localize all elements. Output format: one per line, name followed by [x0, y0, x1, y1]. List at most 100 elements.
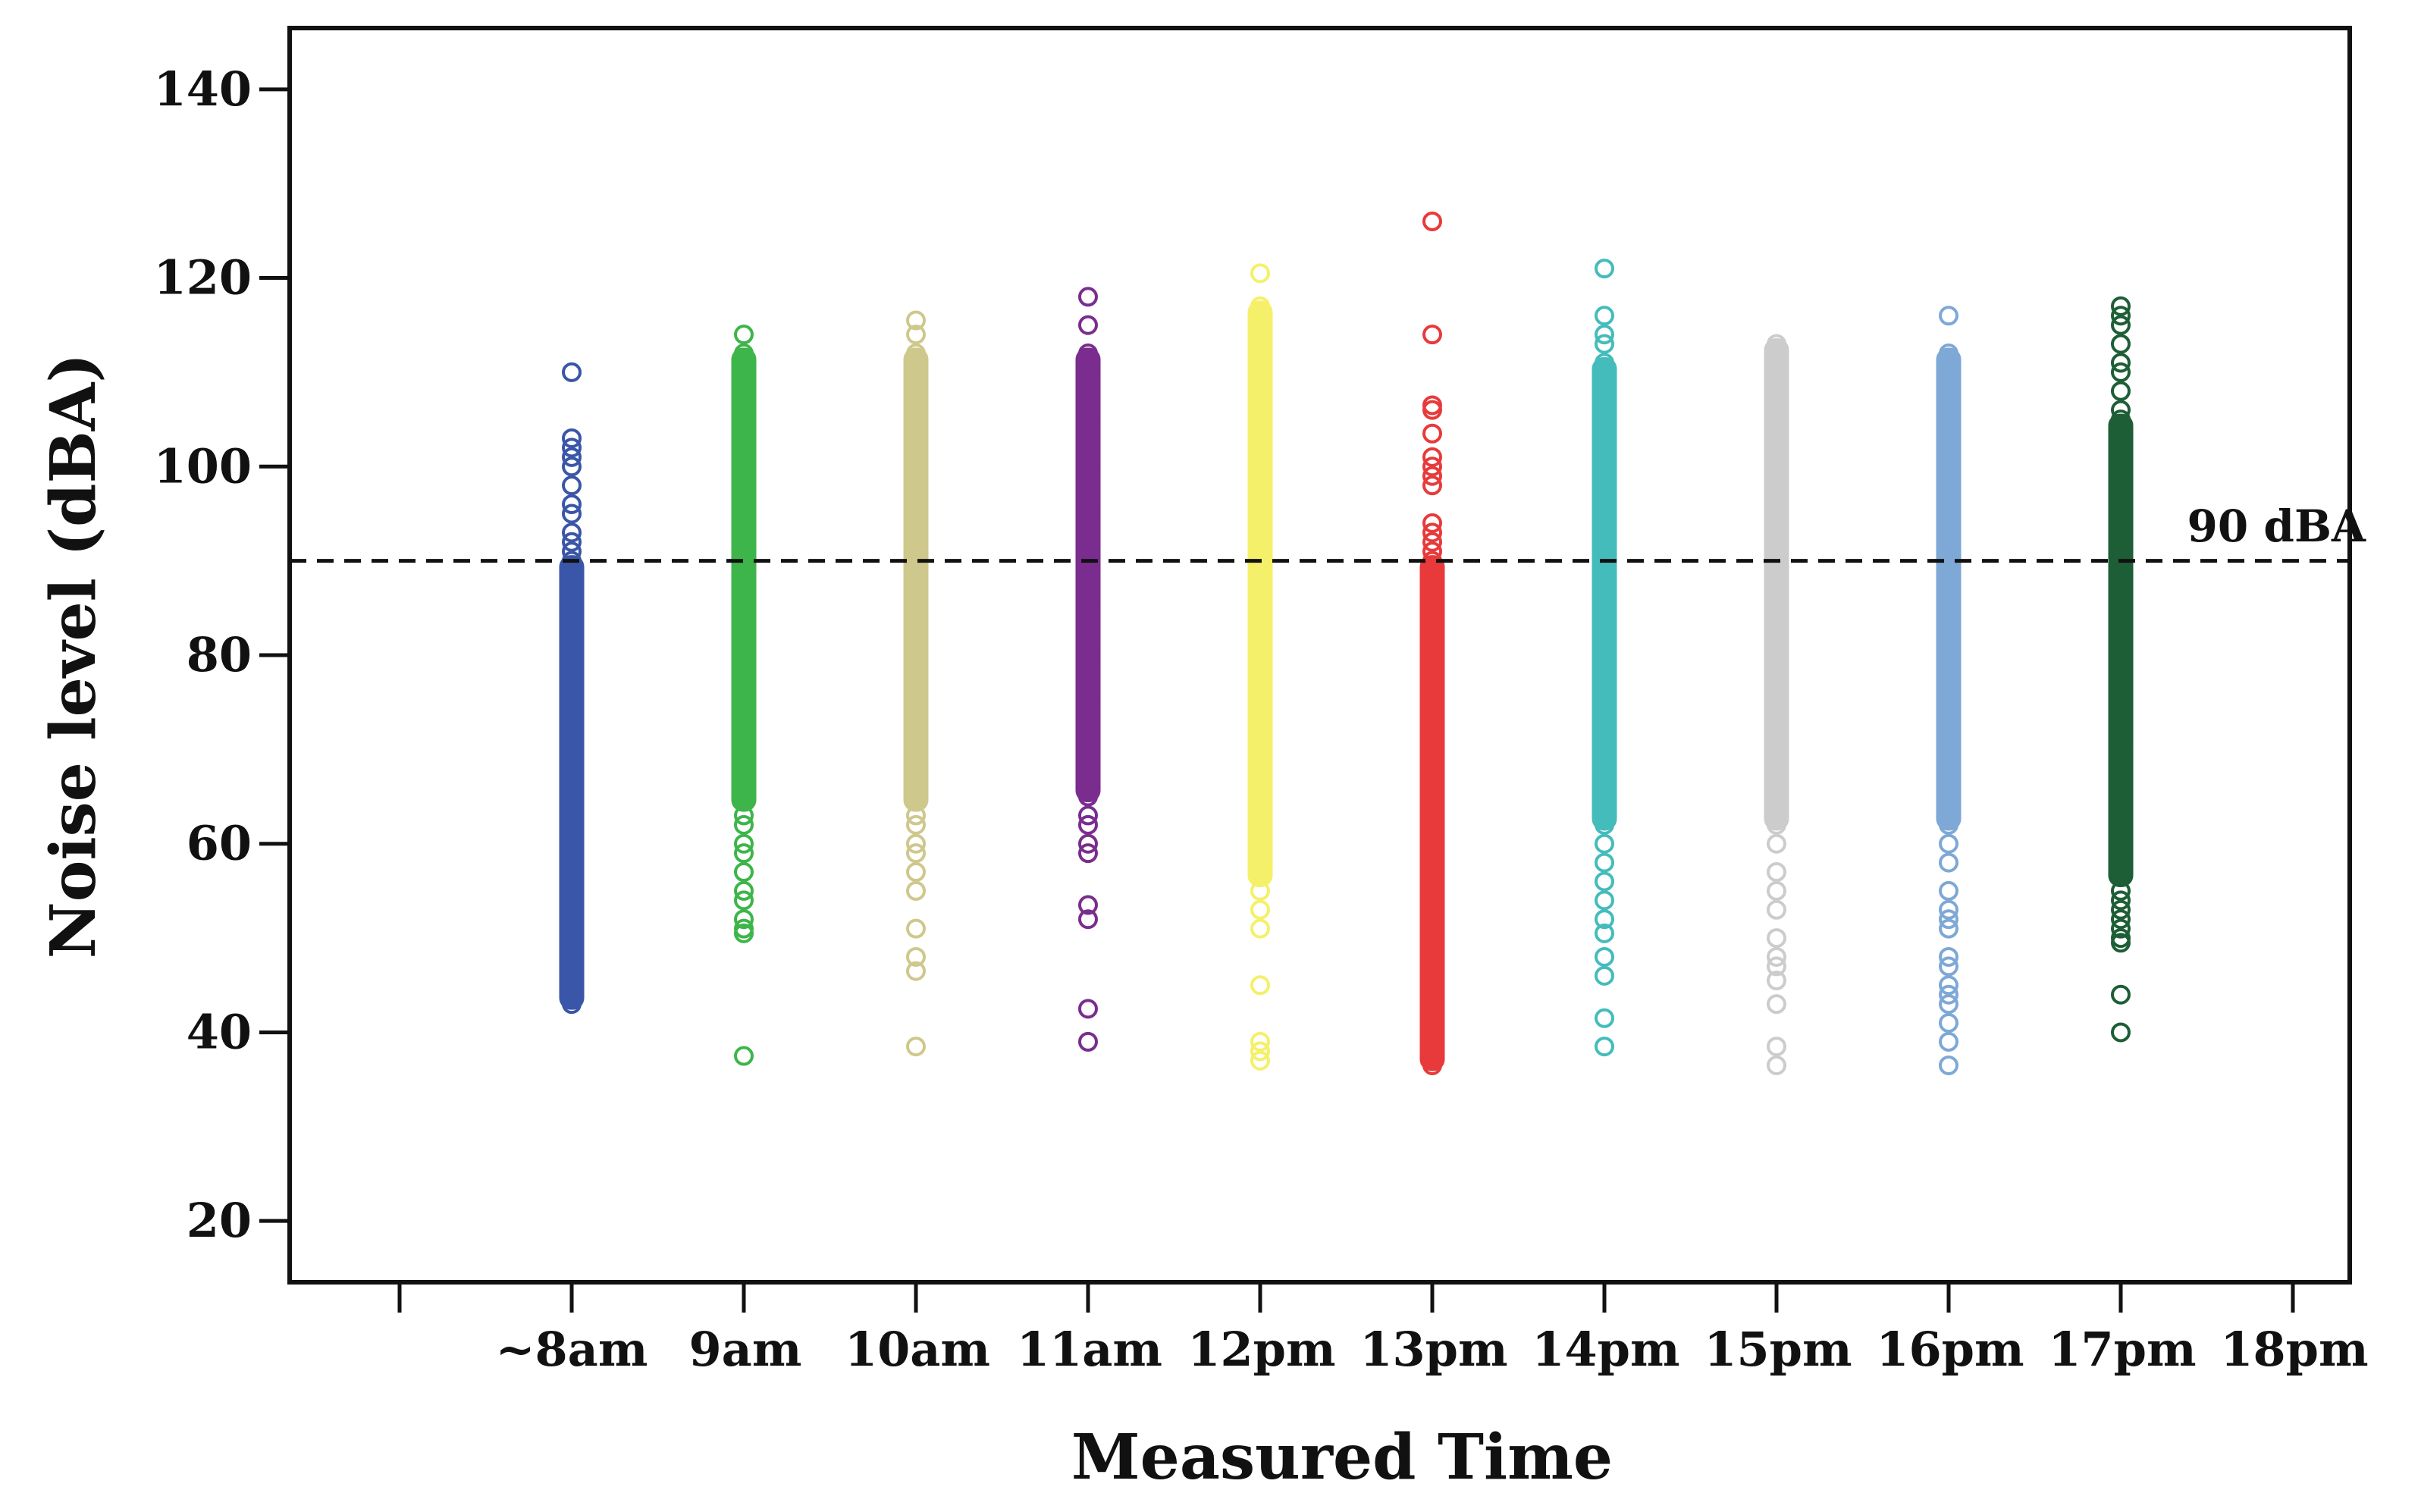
- data-point: [1595, 409, 1614, 430]
- data-point: [1767, 814, 1786, 835]
- data-point: [562, 475, 582, 496]
- data-point: [734, 343, 754, 364]
- data-point: [2111, 503, 2131, 524]
- series-6: [1419, 211, 1445, 1075]
- data-point: [1078, 343, 1098, 364]
- data-point: [1422, 739, 1442, 760]
- data-point: [2111, 786, 2131, 807]
- data-point: [1422, 1022, 1442, 1043]
- data-point: [562, 569, 582, 590]
- data-point: [1078, 1031, 1098, 1052]
- data-point: [906, 918, 926, 939]
- data-point: [1595, 965, 1614, 986]
- x-tick-label: 11am: [1017, 1322, 1162, 1377]
- data-point: [1767, 880, 1786, 901]
- data-point: [2111, 353, 2131, 373]
- data-point: [562, 890, 582, 911]
- data-point: [1939, 852, 1958, 873]
- data-point: [1078, 814, 1098, 835]
- data-point: [2111, 334, 2131, 354]
- series-10: [2108, 296, 2134, 1043]
- data-point: [734, 833, 754, 854]
- data-point: [734, 923, 754, 943]
- data-point: [1250, 296, 1270, 316]
- data-point: [906, 456, 926, 477]
- data-point: [1595, 786, 1614, 807]
- data-point: [1422, 211, 1442, 231]
- data-point: [1250, 880, 1270, 901]
- data-point: [2111, 909, 2131, 930]
- data-point: [906, 880, 926, 901]
- data-point: [1767, 956, 1786, 977]
- data-point: [1422, 456, 1442, 477]
- data-point: [1078, 503, 1098, 524]
- data-point: [734, 777, 754, 798]
- y-tick-label: 100: [154, 438, 252, 494]
- data-point: [2111, 456, 2131, 477]
- data-point: [2111, 296, 2131, 316]
- x-tick-label: 15pm: [1704, 1322, 1852, 1377]
- data-point: [1595, 503, 1614, 524]
- data-point: [1250, 343, 1270, 364]
- data-point: [1939, 692, 1958, 713]
- data-point: [1767, 598, 1786, 618]
- data-point: [1767, 971, 1786, 991]
- data-point: [1250, 315, 1270, 335]
- data-point: [1595, 334, 1614, 354]
- data-point: [1078, 895, 1098, 915]
- data-point: [1595, 890, 1614, 911]
- data-point: [734, 805, 754, 826]
- data-point: [1939, 1013, 1958, 1034]
- data-point: [1422, 928, 1442, 949]
- data-point: [734, 598, 754, 618]
- data-point: [1422, 447, 1442, 467]
- y-tick-label: 80: [187, 627, 252, 682]
- data-point: [1939, 362, 1958, 382]
- dense-band: [1247, 300, 1273, 887]
- data-point: [906, 805, 926, 826]
- data-point: [1767, 946, 1786, 967]
- data-point: [734, 362, 754, 382]
- x-tick-label: 17pm: [2048, 1322, 2196, 1377]
- data-point: [906, 362, 926, 382]
- data-point: [1939, 503, 1958, 524]
- data-point: [1767, 334, 1786, 354]
- data-point: [734, 1046, 754, 1066]
- data-point: [1422, 833, 1442, 854]
- data-point: [906, 739, 926, 760]
- x-tick-label: 14pm: [1532, 1322, 1679, 1377]
- data-point: [1939, 739, 1958, 760]
- data-point: [1595, 381, 1614, 401]
- data-point: [1939, 899, 1958, 920]
- data-point: [1250, 1031, 1270, 1052]
- data-point: [734, 843, 754, 864]
- data-point: [2111, 306, 2131, 326]
- data-point: [734, 862, 754, 883]
- data-point: [1078, 786, 1098, 807]
- data-point: [1422, 541, 1442, 562]
- data-point: [2111, 933, 2131, 953]
- data-point: [1078, 805, 1098, 826]
- data-point: [562, 532, 582, 552]
- data-point: [1595, 1008, 1614, 1028]
- data-point: [1767, 409, 1786, 430]
- data-point: [2111, 918, 2131, 939]
- data-point: [1939, 381, 1958, 401]
- x-axis: ~8am 9am 10am 11am 12pm 13pm 14pm 15pm 16pm 17pm 1…: [397, 1282, 2369, 1377]
- data-point: [906, 946, 926, 967]
- data-point: [562, 975, 582, 996]
- data-point: [2111, 899, 2131, 920]
- data-point: [1422, 423, 1442, 444]
- data-point: [1939, 909, 1958, 930]
- data-point: [1939, 984, 1958, 1005]
- data-point: [906, 503, 926, 524]
- data-point: [1939, 918, 1958, 939]
- data-point: [1767, 645, 1786, 665]
- data-point: [1078, 362, 1098, 382]
- data-point: [1250, 1041, 1270, 1062]
- data-point: [2111, 645, 2131, 665]
- data-point: [1078, 456, 1098, 477]
- data-point: [1595, 1037, 1614, 1057]
- data-point: [562, 777, 582, 798]
- data-point: [1250, 899, 1270, 920]
